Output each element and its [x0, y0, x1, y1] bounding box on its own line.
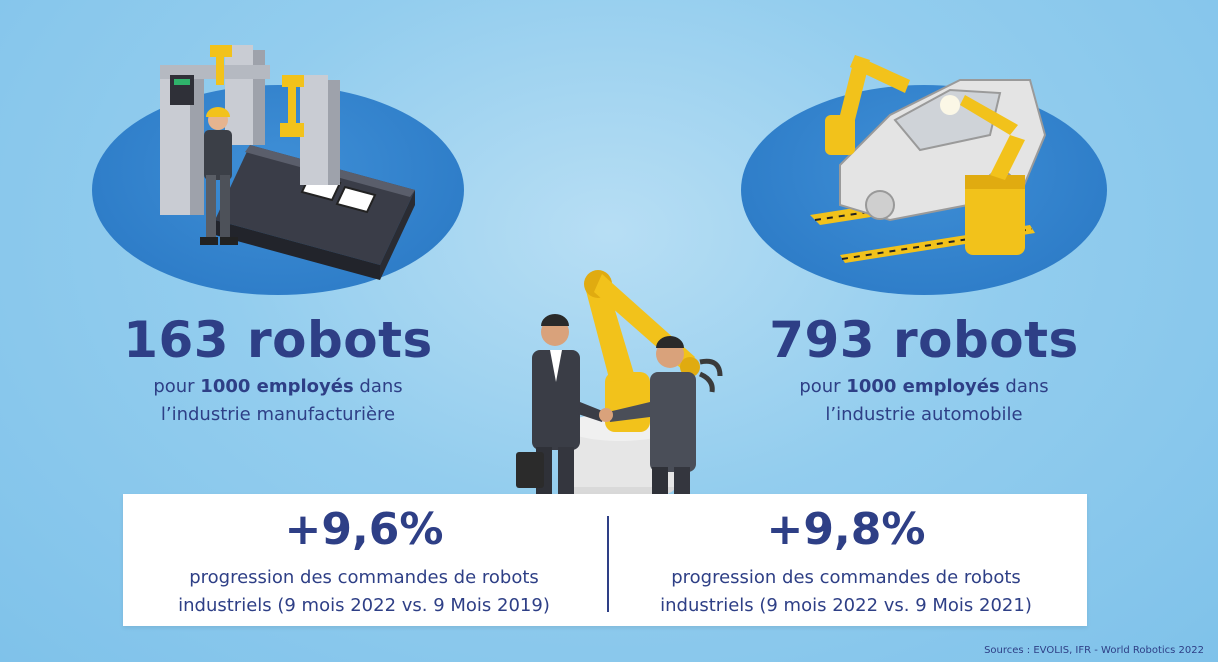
left-stat-suffix: dans [353, 376, 403, 397]
right-stat-bold: 1000 employés [846, 376, 1000, 397]
panel-divider [607, 516, 609, 612]
right-stat-prefix: pour [799, 376, 847, 397]
bottom-left-line2: industriels (9 mois 2022 vs. 9 Mois 2019… [178, 595, 550, 616]
factory-assembly-line-icon [160, 45, 415, 280]
left-stat-value: 163 robots [123, 311, 433, 369]
right-stat-value: 793 robots [769, 311, 1079, 369]
right-stat: 793 robots pour 1000 employés dans l’ind… [741, 315, 1107, 429]
bottom-right-value: +9,8% [766, 504, 926, 555]
bottom-right-line1: progression des commandes de robots [671, 567, 1021, 588]
left-stat: 163 robots pour 1000 employés dans l’ind… [92, 315, 464, 429]
left-stat-prefix: pour [153, 376, 201, 397]
left-stat-bold: 1000 employés [200, 376, 354, 397]
bottom-left-line1: progression des commandes de robots [189, 567, 539, 588]
car-welding-robots-icon [810, 55, 1047, 263]
businessmen-handshake-robot-arm-icon [516, 270, 723, 539]
right-stat-description: pour 1000 employés dans l’industrie auto… [741, 373, 1107, 429]
right-stat-suffix: dans [999, 376, 1049, 397]
right-stat-line2: l’industrie automobile [825, 404, 1023, 425]
left-stat-line2: l’industrie manufacturière [160, 404, 396, 425]
bottom-left-description: progression des commandes de robots indu… [123, 564, 605, 620]
bottom-right-description: progression des commandes de robots indu… [605, 564, 1087, 620]
bottom-right-line2: industriels (9 mois 2022 vs. 9 Mois 2021… [660, 595, 1032, 616]
bottom-left-value: +9,6% [284, 504, 444, 555]
bottom-panel: +9,6% progression des commandes de robot… [123, 494, 1087, 626]
source-note: Sources : EVOLIS, IFR - World Robotics 2… [984, 645, 1204, 656]
left-stat-description: pour 1000 employés dans l’industrie manu… [92, 373, 464, 429]
